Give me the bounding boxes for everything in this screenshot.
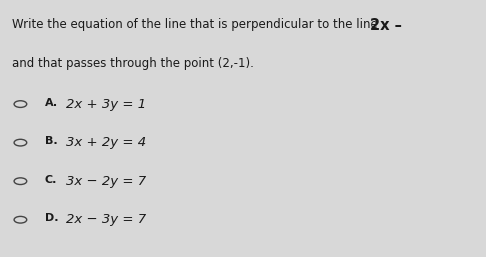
Text: 2x + 3y = 1: 2x + 3y = 1 bbox=[66, 98, 146, 111]
Text: Write the equation of the line that is perpendicular to the line: Write the equation of the line that is p… bbox=[12, 18, 382, 31]
Text: 3x + 2y = 4: 3x + 2y = 4 bbox=[66, 136, 146, 149]
Text: 2x –: 2x – bbox=[370, 18, 401, 33]
Text: and that passes through the point (2,-1).: and that passes through the point (2,-1)… bbox=[12, 57, 254, 70]
Text: A.: A. bbox=[45, 98, 58, 108]
Text: C.: C. bbox=[45, 175, 57, 185]
Text: B.: B. bbox=[45, 136, 57, 146]
Text: D.: D. bbox=[45, 213, 58, 223]
Text: 2x − 3y = 7: 2x − 3y = 7 bbox=[66, 213, 146, 226]
Text: 3x − 2y = 7: 3x − 2y = 7 bbox=[66, 175, 146, 188]
